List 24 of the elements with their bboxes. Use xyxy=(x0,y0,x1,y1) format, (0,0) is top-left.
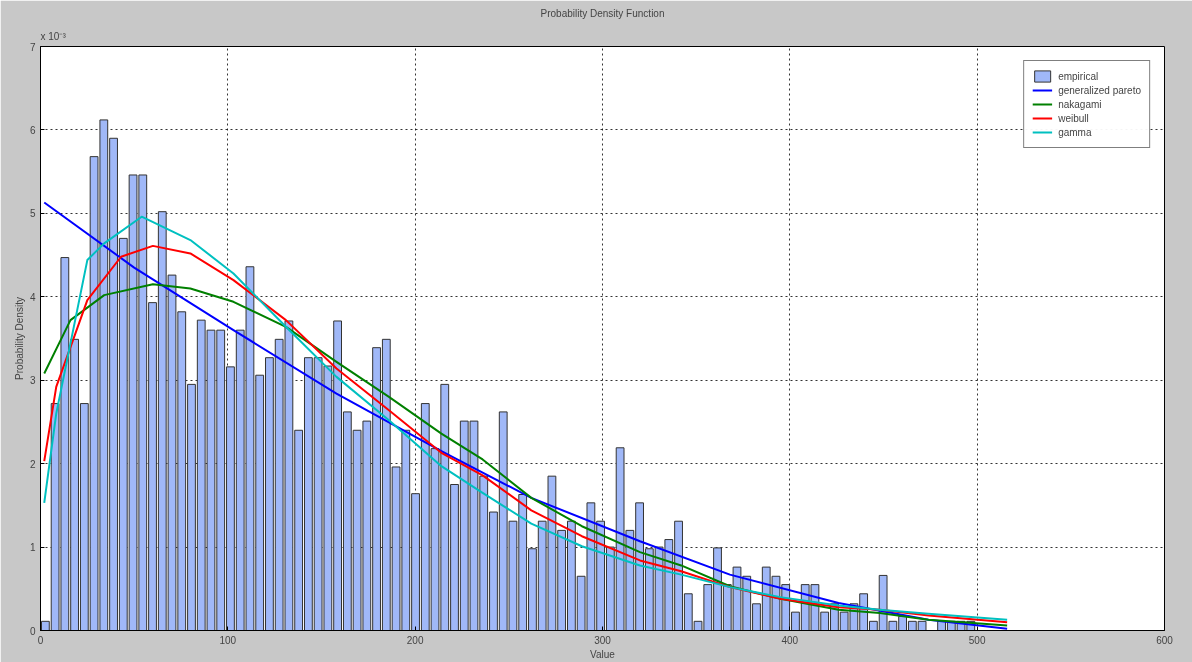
legend-label: empirical xyxy=(1058,69,1099,83)
x-tick-label: 500 xyxy=(968,634,986,646)
y-tick-label: 0 xyxy=(29,625,36,637)
x-tick-label: 300 xyxy=(594,634,612,646)
x-tick-label: 100 xyxy=(219,634,237,646)
legend-label: nakagami xyxy=(1058,97,1102,111)
x-axis-title: Value xyxy=(590,648,616,660)
y-tick-label: 3 xyxy=(29,375,36,387)
legend-label: generalized pareto xyxy=(1058,83,1141,97)
y-tick-label: 4 xyxy=(29,291,36,303)
x-tick-label: 0 xyxy=(37,634,44,646)
y-axis-title: Probability Density xyxy=(13,297,25,380)
legend-label: weibull xyxy=(1058,111,1089,125)
y-tick-label: 1 xyxy=(29,542,36,554)
chart-title: Probability Density Function xyxy=(540,7,665,19)
legend-label: gamma xyxy=(1058,125,1092,139)
x-tick-label: 400 xyxy=(781,634,799,646)
y-tick-label: 2 xyxy=(29,458,36,470)
x-tick-label: 600 xyxy=(1156,634,1174,646)
x-tick-label: 200 xyxy=(406,634,424,646)
text: x 10⁻³ xyxy=(40,30,67,42)
y-tick-label: 7 xyxy=(29,41,36,53)
y-tick-label: 5 xyxy=(29,208,36,220)
y-tick-label: 6 xyxy=(29,124,36,136)
